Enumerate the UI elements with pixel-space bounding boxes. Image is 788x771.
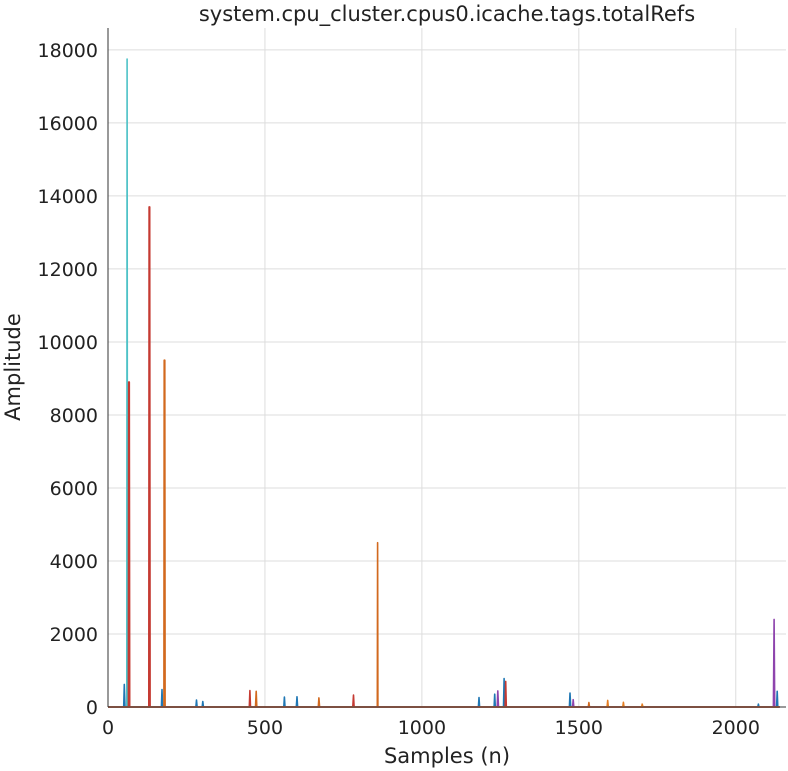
y-tick-label: 4000 bbox=[50, 551, 98, 573]
x-axis-label: Samples (n) bbox=[384, 744, 510, 768]
chart-title: system.cpu_cluster.cpus0.icache.tags.tot… bbox=[199, 2, 695, 27]
grid bbox=[107, 28, 786, 708]
x-tick-label: 2000 bbox=[712, 717, 760, 739]
y-tick-label: 0 bbox=[86, 697, 98, 719]
y-tick-labels: 0 2000 4000 6000 8000 10000 12000 14000 16000 180… bbox=[38, 40, 98, 719]
y-tick-label: 18000 bbox=[38, 40, 98, 62]
series-line-6 bbox=[108, 699, 780, 708]
x-tick-label: 1500 bbox=[555, 717, 603, 739]
y-tick-label: 12000 bbox=[38, 259, 98, 281]
series-line-1 bbox=[108, 677, 780, 708]
series-line-2 bbox=[108, 58, 780, 708]
y-tick-label: 14000 bbox=[38, 186, 98, 208]
y-axis-label: Amplitude bbox=[1, 313, 25, 421]
series-line-5 bbox=[108, 618, 780, 708]
x-tick-label: 0 bbox=[102, 717, 114, 739]
y-tick-label: 8000 bbox=[50, 405, 98, 427]
x-tick-label: 1000 bbox=[398, 717, 446, 739]
series-layer bbox=[108, 58, 780, 708]
x-tick-label: 500 bbox=[247, 717, 283, 739]
x-tick-labels: 0 500 1000 1500 2000 bbox=[102, 717, 760, 739]
y-tick-label: 6000 bbox=[50, 478, 98, 500]
y-tick-label: 10000 bbox=[38, 332, 98, 354]
series-line-4 bbox=[108, 359, 780, 708]
y-tick-label: 2000 bbox=[50, 624, 98, 646]
series-line-3 bbox=[108, 206, 780, 708]
y-tick-label: 16000 bbox=[38, 113, 98, 135]
